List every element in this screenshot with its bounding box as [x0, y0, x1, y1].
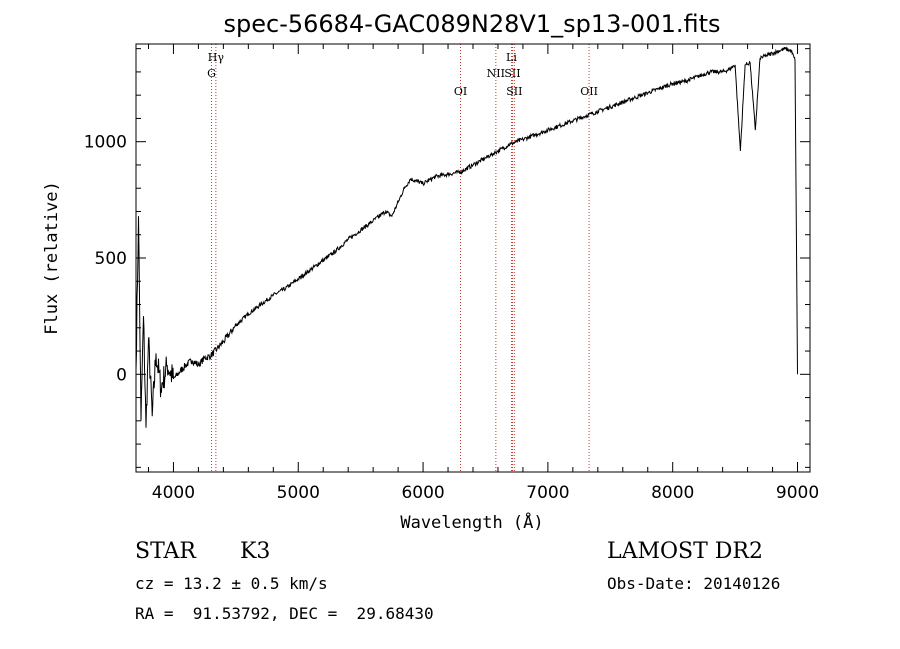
- line-marker-label-1: G: [207, 67, 216, 80]
- line-marker-label-6: SII: [506, 85, 522, 98]
- line-marker-label-2: OI: [454, 85, 467, 98]
- chart-title: spec-56684-GAC089N28V1_sp13-001.fits: [224, 10, 721, 38]
- y-tick-label-1000: 1000: [84, 133, 127, 153]
- x-tick-label-4000: 4000: [152, 483, 195, 503]
- line-marker-label-5: SII: [504, 67, 520, 80]
- redshift-cz: cz = 13.2 ± 0.5 km/s: [135, 574, 328, 593]
- subclass: K3: [240, 539, 271, 564]
- x-tick-label-8000: 8000: [651, 483, 694, 503]
- line-marker-label-0: Hγ: [208, 51, 225, 64]
- obs-date: Obs-Date: 20140126: [607, 574, 781, 593]
- x-tick-label-9000: 9000: [776, 483, 819, 503]
- object-type: STAR: [135, 539, 196, 564]
- x-tick-label-6000: 6000: [401, 483, 444, 503]
- line-marker-label-3: NII: [487, 67, 505, 80]
- line-marker-label-7: OII: [580, 85, 598, 98]
- x-axis-label: Wavelength (Å): [400, 511, 543, 533]
- plot-frame: [135, 43, 811, 473]
- y-tick-label-500: 500: [95, 249, 127, 269]
- coordinates: RA = 91.53792, DEC = 29.68430: [135, 604, 434, 623]
- x-tick-label-7000: 7000: [526, 483, 569, 503]
- axes: 4000 5000 6000 7000 8000 9000 0 500 1000: [84, 43, 819, 503]
- line-marker-label-4: Li: [506, 51, 517, 64]
- spectrum-line: [135, 46, 798, 428]
- survey-name: LAMOST DR2: [607, 539, 763, 564]
- x-tick-label-5000: 5000: [277, 483, 320, 503]
- y-tick-label-0: 0: [116, 365, 127, 385]
- y-axis-label: Flux (relative): [42, 181, 62, 335]
